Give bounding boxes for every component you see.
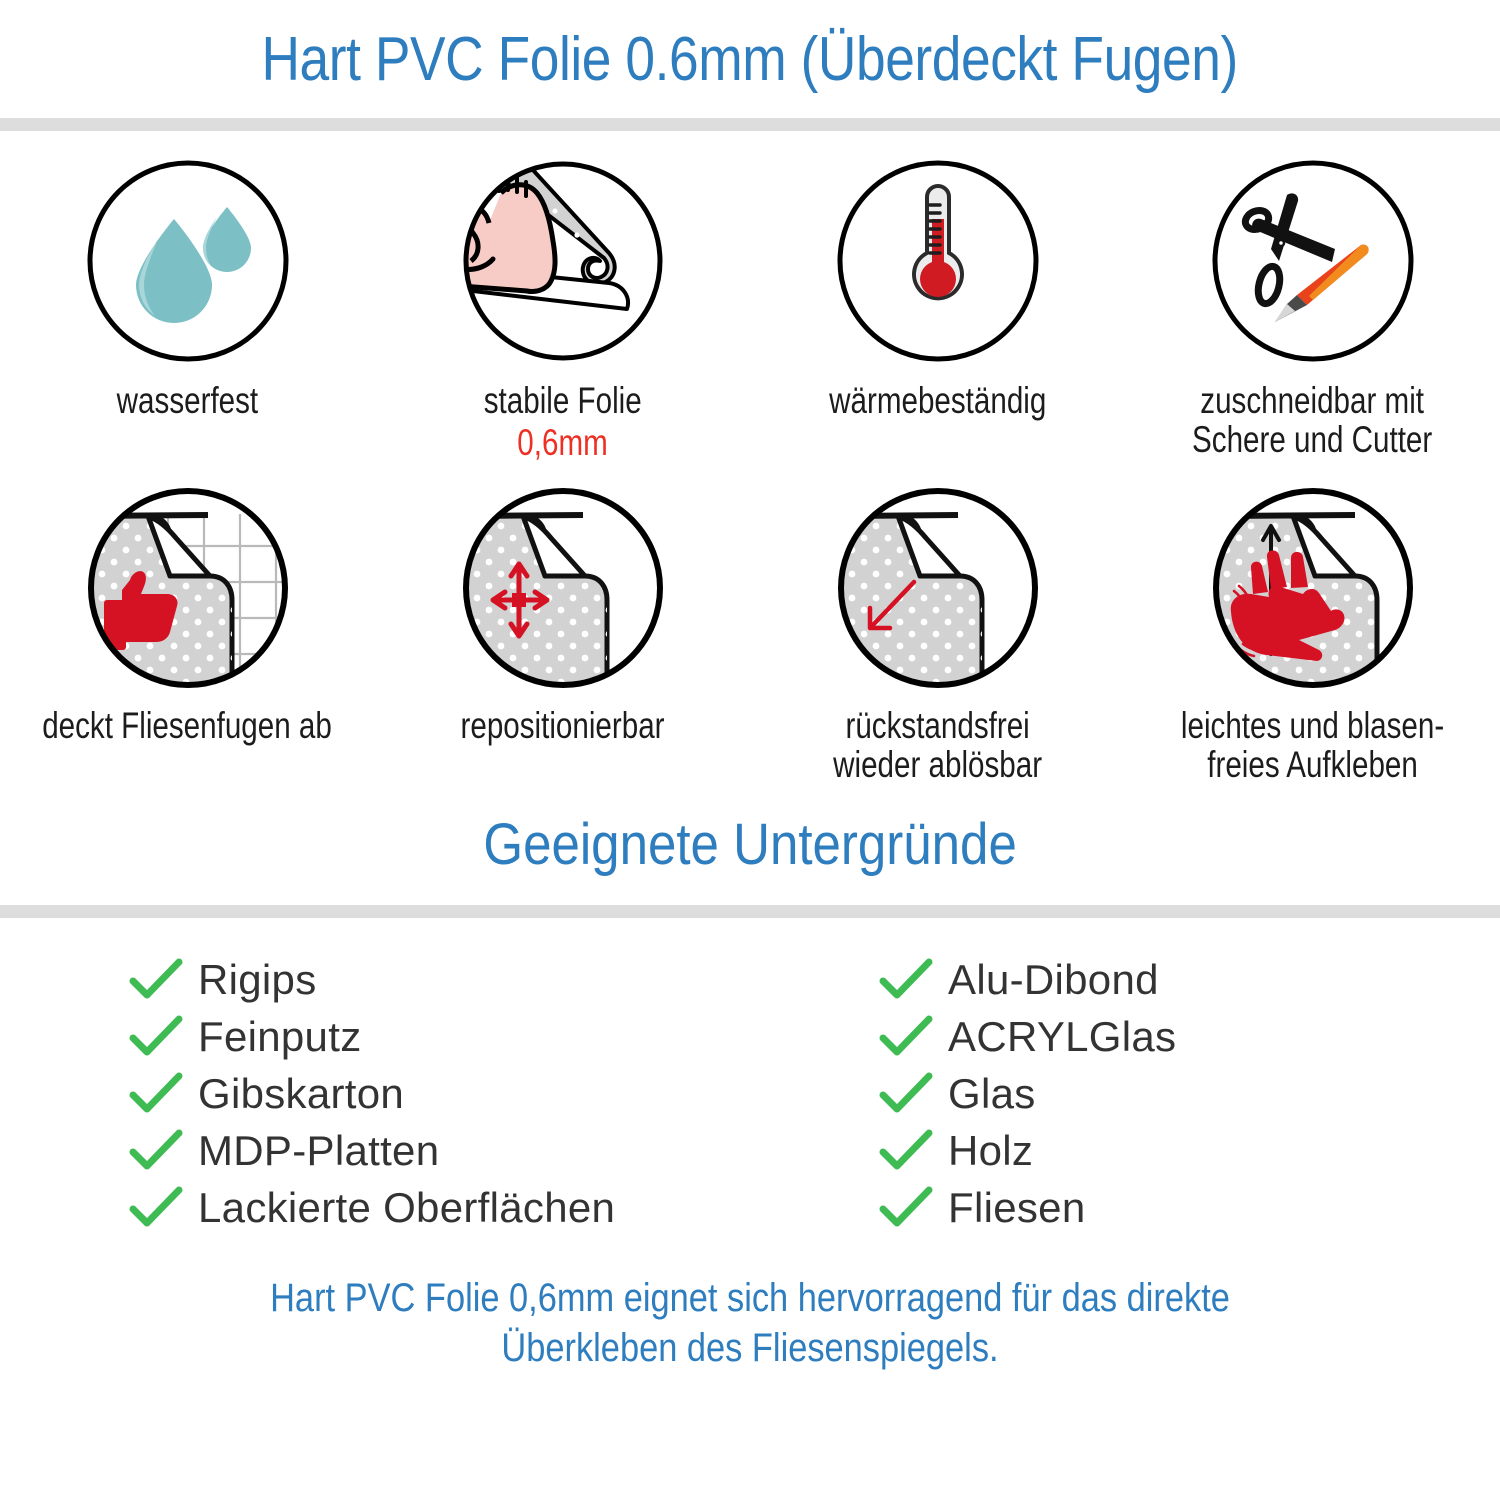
feature-blasenfreies-aufkleben: leichtes und blasen- freies Aufkleben (1125, 484, 1500, 785)
list-item-label: Glas (948, 1070, 1036, 1118)
list-item-label: Feinputz (198, 1013, 362, 1061)
thumbs-up-tile-foil-icon (84, 484, 292, 692)
check-icon (878, 1071, 934, 1117)
feature-row-2: deckt Fliesenfugen ab (0, 484, 1500, 785)
check-icon (878, 1185, 934, 1231)
list-item-label: Alu-Dibond (948, 956, 1159, 1004)
scissors-cutter-icon (1209, 157, 1417, 365)
feature-label-line2: freies Aufkleben (1207, 744, 1418, 786)
feature-label: rückstandsfrei wieder ablösbar (833, 706, 1042, 784)
feature-rueckstandsfrei: rückstandsfrei wieder ablösbar (750, 484, 1125, 785)
feature-label-line1: rückstandsfrei (845, 705, 1030, 747)
check-icon (878, 1128, 934, 1174)
list-item-label: ACRYLGlas (948, 1013, 1177, 1061)
check-icon (878, 957, 934, 1003)
feature-wasserfest: wasserfest (0, 157, 375, 464)
list-item-label: Gibskarton (198, 1070, 405, 1118)
list-item: Holz (878, 1123, 1033, 1180)
divider-middle (0, 904, 1500, 918)
list-item-label: Fliesen (948, 1184, 1086, 1232)
feature-row-1: wasserfest (0, 157, 1500, 464)
feature-deckt-fliesenfugen: deckt Fliesenfugen ab (0, 484, 375, 784)
feature-label: deckt Fliesenfugen ab (42, 705, 333, 747)
list-item: Glas (878, 1066, 1035, 1123)
footer-line-1: Hart PVC Folie 0,6mm eignet sich hervorr… (270, 1275, 1230, 1320)
list-item: Lackierte Oberflächen (128, 1180, 750, 1237)
feature-label: stabile Folie (483, 380, 642, 421)
list-item-label: MDP-Platten (198, 1127, 440, 1175)
water-drops-icon (84, 157, 292, 365)
substrates-heading-band: Geeignete Untergründe (0, 785, 1500, 905)
list-item-label: Lackierte Oberflächen (198, 1184, 616, 1232)
feature-grid: wasserfest (0, 131, 1500, 785)
feature-waermebestaendig: wärmebeständig (750, 157, 1125, 464)
list-item-label: Holz (948, 1127, 1034, 1175)
check-icon (128, 1014, 184, 1060)
page-title: Hart PVC Folie 0.6mm (Überdeckt Fugen) (261, 24, 1239, 94)
feature-label: wasserfest (116, 380, 259, 421)
check-icon (128, 1128, 184, 1174)
smoothing-hand-foil-icon (1209, 484, 1417, 692)
footer-line-2: Überkleben des Fliesenspiegels. (501, 1325, 999, 1370)
feature-zuschneidbar: zuschneidbar mit Schere und Cutter (1125, 157, 1500, 464)
substrates-column-left: Rigips Feinputz Gibskarton MDP-Platten L… (0, 952, 750, 1237)
list-item: Alu-Dibond (878, 952, 1158, 1009)
check-icon (128, 957, 184, 1003)
feature-label-line1: leichtes und blasen- (1180, 705, 1445, 747)
substrates-column-right: Alu-Dibond ACRYLGlas Glas Holz Fliesen (138, 952, 1176, 1237)
list-item: Feinputz (128, 1009, 750, 1066)
move-arrows-foil-icon (459, 484, 667, 692)
list-item: Rigips (128, 952, 750, 1009)
list-item: MDP-Platten (128, 1123, 750, 1180)
list-item: Gibskarton (128, 1066, 750, 1123)
feature-label: wärmebeständig (828, 380, 1047, 421)
feature-label-line2: wieder ablösbar (833, 744, 1042, 786)
feature-sublabel-thickness: 0,6mm (517, 422, 608, 464)
feature-repositionierbar: repositionierbar (375, 484, 750, 784)
list-item-label: Rigips (198, 956, 317, 1004)
check-icon (878, 1014, 934, 1060)
thermometer-icon (834, 157, 1042, 365)
divider-top (0, 118, 1500, 131)
list-item: ACRYLGlas (878, 1009, 1176, 1066)
check-icon (128, 1185, 184, 1231)
peel-arrow-foil-icon (834, 484, 1042, 692)
feature-stabile-folie: stabile Folie 0,6mm (375, 157, 750, 464)
substrates-heading: Geeignete Untergründe (483, 812, 1017, 878)
substrates-list: Rigips Feinputz Gibskarton MDP-Platten L… (0, 918, 1500, 1237)
feature-label-line1: zuschneidbar mit (1200, 380, 1425, 421)
flexed-arm-foil-icon (459, 157, 667, 365)
footer-note: Hart PVC Folie 0,6mm eignet sich hervorr… (0, 1273, 1500, 1373)
feature-label-line2: Schere und Cutter (1192, 419, 1433, 461)
check-icon (128, 1071, 184, 1117)
feature-label: leichtes und blasen- freies Aufkleben (1181, 706, 1444, 784)
title-band: Hart PVC Folie 0.6mm (Überdeckt Fugen) (0, 0, 1500, 118)
feature-label: zuschneidbar mit Schere und Cutter (1192, 381, 1432, 459)
list-item: Fliesen (878, 1180, 1085, 1237)
feature-label: repositionierbar (460, 705, 665, 747)
